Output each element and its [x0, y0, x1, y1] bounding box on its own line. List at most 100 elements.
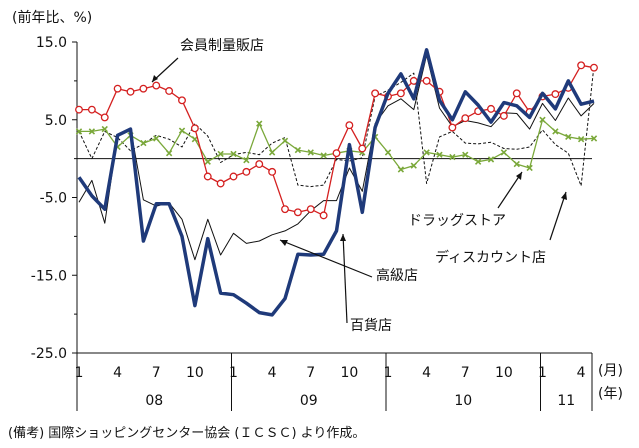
y-unit-label: (前年比、%): [12, 9, 92, 26]
year-label: 09: [300, 393, 318, 409]
y-axis: 15.0 5.0 -5.0 -15.0 -25.0: [31, 35, 77, 362]
data-point: [191, 136, 199, 143]
month-unit-label: (月): [598, 363, 623, 379]
data-point: [281, 137, 289, 144]
data-point: [229, 172, 238, 181]
plot-area: [76, 42, 592, 354]
data-point: [396, 89, 405, 98]
data-point: [513, 160, 520, 168]
data-point: [243, 157, 250, 164]
data-point: [101, 125, 108, 133]
data-point: [165, 150, 173, 157]
data-point: [345, 121, 354, 130]
data-point: [487, 156, 495, 163]
y-tick-label: 15.0: [36, 35, 67, 51]
month-tick-label: 1: [384, 365, 393, 381]
month-tick-label: 7: [306, 365, 315, 381]
data-point: [242, 167, 251, 176]
data-point: [153, 135, 160, 142]
month-tick-label: 4: [577, 365, 586, 381]
data-point: [75, 105, 83, 114]
data-point: [448, 123, 457, 132]
data-point: [217, 150, 224, 158]
annotations: 会員制量販店 ドラッグストア ディスカウント店 高級店 百貨店: [151, 38, 567, 334]
year-label: 08: [145, 393, 163, 409]
annotation-arrow: [497, 171, 523, 209]
year-label: 11: [557, 393, 575, 409]
data-point: [204, 158, 211, 165]
series-group: [78, 65, 595, 188]
annotation-arrow: [279, 239, 373, 278]
month-tick-label: 10: [340, 365, 358, 381]
series-line: [79, 119, 595, 171]
annotation-arrowhead: [340, 234, 346, 241]
data-point: [203, 172, 212, 181]
data-point: [100, 113, 109, 122]
year-label: 10: [454, 393, 472, 409]
data-point: [409, 76, 418, 85]
annotation-arrowhead: [152, 75, 158, 82]
data-point: [565, 133, 572, 141]
data-point: [423, 149, 430, 156]
month-tick-label: 1: [229, 365, 238, 381]
data-point: [256, 120, 263, 127]
data-point: [577, 61, 586, 70]
data-point: [178, 127, 186, 134]
month-tick-label: 10: [186, 365, 204, 381]
data-point: [293, 208, 302, 217]
data-point: [552, 128, 559, 135]
data-point: [422, 76, 431, 85]
annotation-arrow: [549, 191, 567, 241]
data-point: [307, 149, 314, 156]
data-point: [165, 87, 174, 95]
annotation-luxury-store: 高級店: [376, 267, 418, 284]
source-footnote: (備考) 国際ショッピングセンター協会 (ＩＣＳＣ) より作成。: [8, 426, 366, 441]
data-point: [487, 104, 495, 113]
data-point: [268, 149, 276, 156]
data-point: [152, 81, 161, 90]
data-point: [384, 149, 392, 156]
month-tick-label: 4: [268, 365, 277, 381]
data-point: [113, 84, 122, 93]
series-layer: [75, 48, 598, 317]
data-point: [306, 205, 315, 214]
month-tick-label: 4: [422, 365, 431, 381]
annotation-discount-store: ディスカウント店: [435, 249, 546, 266]
month-tick-label: 1: [75, 365, 84, 381]
annotation-arrowhead: [280, 240, 288, 246]
data-point: [462, 151, 469, 158]
month-tick-label: 1: [538, 365, 547, 381]
y-tick-label: -25.0: [31, 346, 67, 362]
annotation-arrowhead: [561, 192, 567, 200]
data-point: [577, 136, 585, 143]
series-line: [77, 48, 595, 317]
y-tick-label: -5.0: [40, 191, 67, 207]
data-point: [461, 114, 470, 123]
data-point: [87, 105, 96, 114]
data-point: [139, 84, 148, 93]
data-point: [551, 90, 560, 99]
data-point: [126, 87, 135, 96]
data-point: [499, 111, 508, 120]
data-point: [512, 89, 521, 98]
month-tick-label: 7: [152, 365, 161, 381]
data-point: [590, 135, 598, 142]
series-group: [75, 116, 598, 173]
data-point: [539, 116, 546, 123]
year-unit-label: (年): [598, 386, 623, 402]
annotation-department-store: 百貨店: [350, 317, 392, 334]
data-point: [474, 158, 482, 165]
data-point: [255, 160, 264, 169]
data-point: [230, 150, 237, 158]
data-point: [371, 89, 380, 98]
data-point: [75, 128, 83, 135]
data-point: [178, 96, 186, 105]
month-tick-label: 10: [495, 365, 513, 381]
data-point: [500, 149, 508, 156]
series-group: [77, 48, 595, 317]
data-point: [88, 128, 96, 135]
data-point: [449, 153, 456, 161]
series-line: [78, 65, 595, 188]
data-point: [590, 63, 598, 72]
